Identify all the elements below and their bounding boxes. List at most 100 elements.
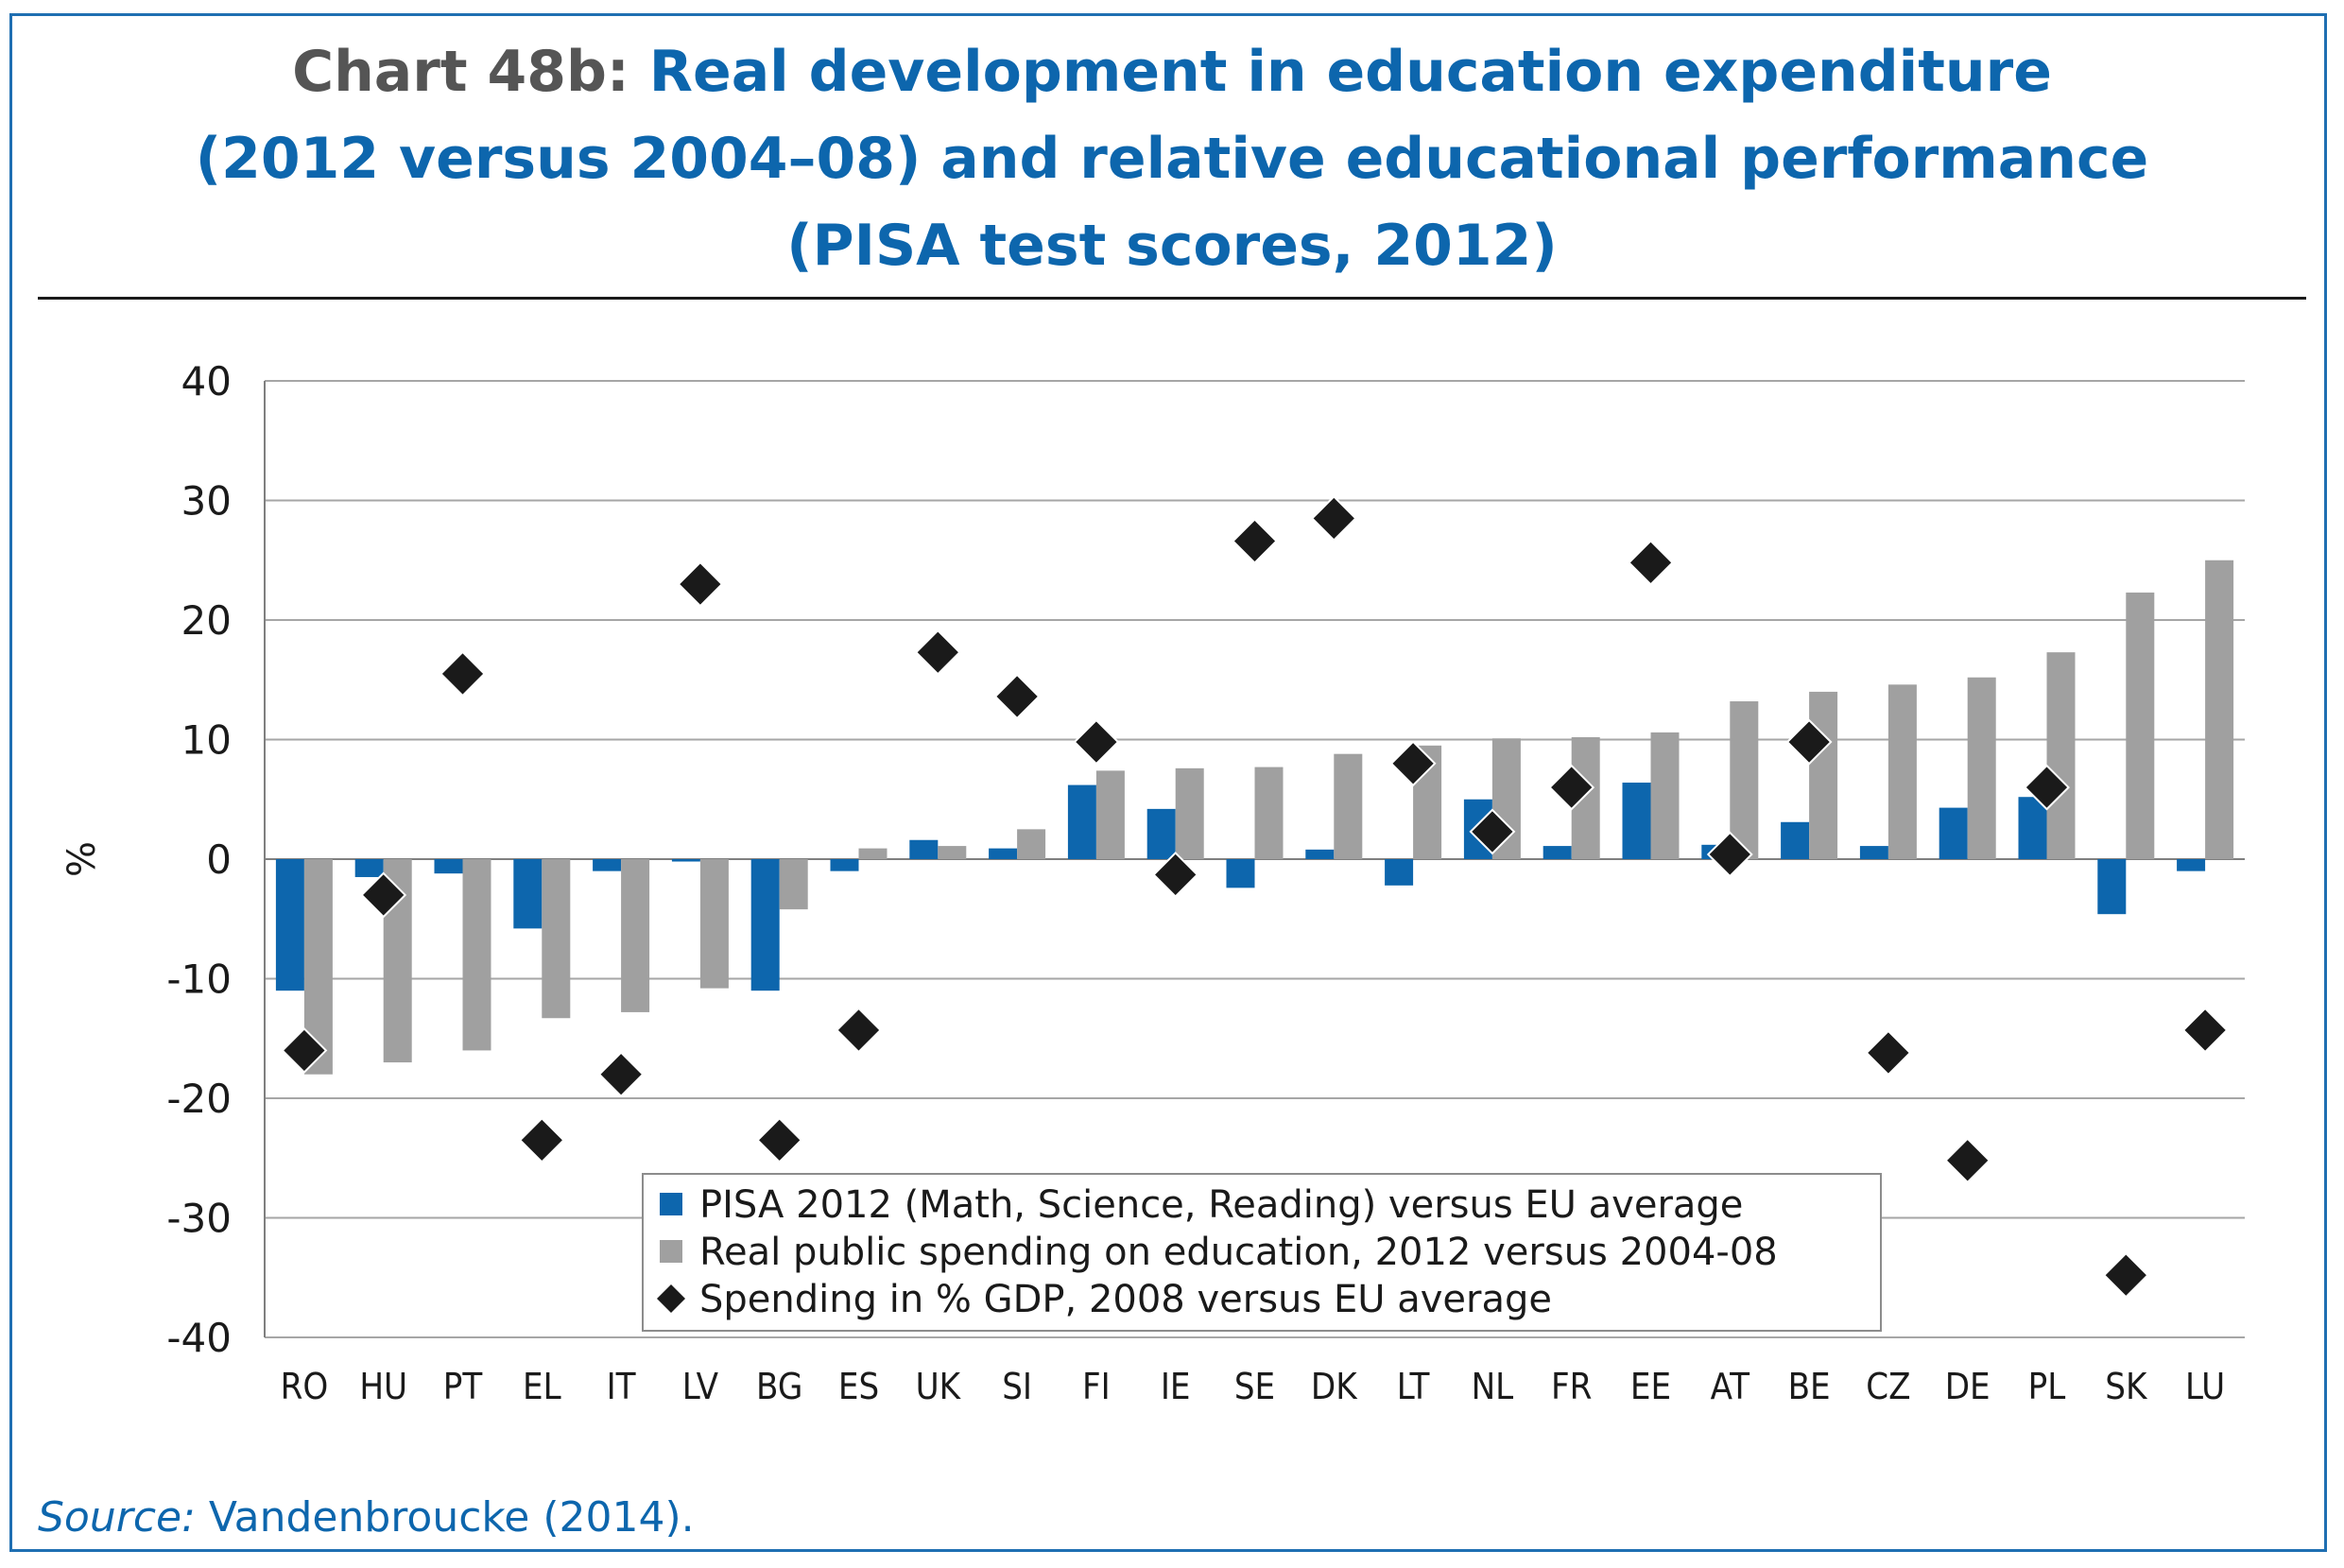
pisa-bar [2177, 859, 2206, 871]
gdp-marker [281, 1026, 328, 1074]
spending-bar [858, 848, 888, 859]
gdp-marker [1785, 718, 1833, 766]
y-axis-title: % [60, 841, 104, 877]
gdp-marker [440, 650, 486, 698]
spending-bar [2205, 560, 2234, 859]
spending-bar [1334, 753, 1363, 859]
pisa-bar [1939, 807, 1968, 859]
title-divider [38, 297, 2306, 300]
x-tick-label: FI [1082, 1366, 1111, 1407]
gdp-marker [993, 673, 1041, 720]
spending-bar [1175, 767, 1204, 859]
chart-plot: 40 30 20 10 0 -10 -20 -30 -40 RO HU PT EL IT LV BG ES UK… [60, 358, 2245, 1407]
spending-bar [1650, 732, 1680, 859]
chart-frame [9, 13, 2327, 1552]
gdp-marker [1548, 764, 1595, 811]
source-note: Source: Vandenbroucke (2014). [38, 1493, 695, 1542]
pisa-bar [1305, 849, 1335, 859]
pisa-bar [1385, 859, 1414, 886]
pisa-bar [354, 859, 384, 877]
gdp-marker [597, 1051, 645, 1098]
source-label: Source: [38, 1493, 196, 1542]
y-tick-label: -30 [166, 1196, 232, 1242]
y-tick-label: -20 [166, 1076, 232, 1122]
gdp-marker [1469, 808, 1516, 855]
x-tick-label: CZ [1866, 1366, 1910, 1407]
y-tick-label: -40 [166, 1315, 232, 1361]
x-tick-label: BG [756, 1366, 802, 1407]
x-tick-label: DE [1945, 1366, 1991, 1407]
legend-swatch [660, 1193, 682, 1215]
x-tick-label: LU [2185, 1366, 2225, 1407]
gdp-marker [1706, 831, 1753, 878]
gdp-marker [360, 871, 407, 919]
gdp-marker [1865, 1029, 1912, 1077]
y-tick-label: 30 [181, 478, 232, 525]
legend-label: Real public spending on education, 2012 … [699, 1231, 1778, 1274]
x-tick-label: SK [2105, 1366, 2148, 1407]
gdp-marker [1389, 740, 1437, 787]
gdp-marker [756, 1116, 803, 1163]
spending-bar [779, 859, 808, 910]
title-line-1: Chart 48b: Real development in education… [38, 28, 2306, 115]
pisa-bar [909, 839, 939, 859]
title-prefix: Chart 48b: [292, 39, 629, 105]
x-tick-label: ES [838, 1366, 879, 1407]
pisa-bar [2097, 859, 2127, 915]
x-tick-label: BE [1788, 1366, 1831, 1407]
gdp-marker [1310, 495, 1357, 542]
gdp-marker [1073, 718, 1120, 766]
spending-bar [2046, 652, 2076, 859]
pisa-bar [1543, 846, 1572, 859]
gdp-marker [914, 629, 961, 676]
spending-bar [1254, 767, 1284, 859]
pisa-bar [1781, 821, 1810, 859]
pisa-bar [513, 859, 543, 929]
pisa-bar [1146, 808, 1176, 859]
spending-bar [1887, 684, 1917, 859]
pisa-bar [1859, 846, 1888, 859]
x-axis-labels: RO HU PT EL IT LV BG ES UK SI FI IE SE DK LT NL FR EE AT BE… [281, 1366, 2226, 1407]
spending-bar [621, 859, 650, 1012]
pisa-bar [671, 859, 700, 862]
gdp-marker [677, 560, 724, 608]
spending-bar [699, 859, 729, 989]
x-tick-label: IT [607, 1366, 636, 1407]
x-tick-label: AT [1711, 1366, 1749, 1407]
x-tick-label: HU [359, 1366, 407, 1407]
pisa-bar [2018, 797, 2047, 859]
spending-bar [462, 859, 491, 1051]
y-axis-ticks: 40 30 20 10 0 -10 -20 -30 -40 [166, 358, 232, 1361]
title-line-3: (PISA test scores, 2012) [786, 213, 1558, 279]
y-tick-label: 0 [206, 836, 232, 883]
gdp-marker [518, 1116, 565, 1163]
pisa-bar [593, 859, 622, 871]
x-tick-label: UK [916, 1366, 962, 1407]
pisa-bar [989, 848, 1018, 859]
legend-swatch [660, 1240, 682, 1263]
pisa-bar [750, 859, 780, 991]
gdp-marker [2102, 1251, 2149, 1299]
spending-bar [1095, 770, 1125, 859]
bars [275, 560, 2234, 1075]
title-line-2: (2012 versus 2004–08) and relative educa… [195, 126, 2149, 192]
spending-bar [1967, 677, 1996, 859]
spending-bar [2126, 592, 2155, 859]
gdp-marker [1152, 852, 1199, 898]
spending-bar [542, 859, 571, 1019]
gdp-marker [1232, 518, 1278, 564]
pisa-bar [1226, 859, 1255, 888]
x-tick-label: SI [1002, 1366, 1032, 1407]
x-tick-label: DK [1311, 1366, 1358, 1407]
x-tick-label: LV [682, 1366, 719, 1407]
spending-bar [1017, 829, 1046, 859]
gdp-marker [1628, 539, 1674, 586]
markers [281, 495, 2229, 1299]
gdp-marker [1944, 1137, 1991, 1184]
pisa-bar [1622, 783, 1651, 859]
pisa-bar [830, 859, 859, 871]
spending-bar [938, 846, 967, 859]
gdp-marker [836, 1007, 882, 1054]
title-line-1-text: Real development in education expenditur… [648, 39, 2052, 105]
gdp-marker [2024, 764, 2070, 811]
